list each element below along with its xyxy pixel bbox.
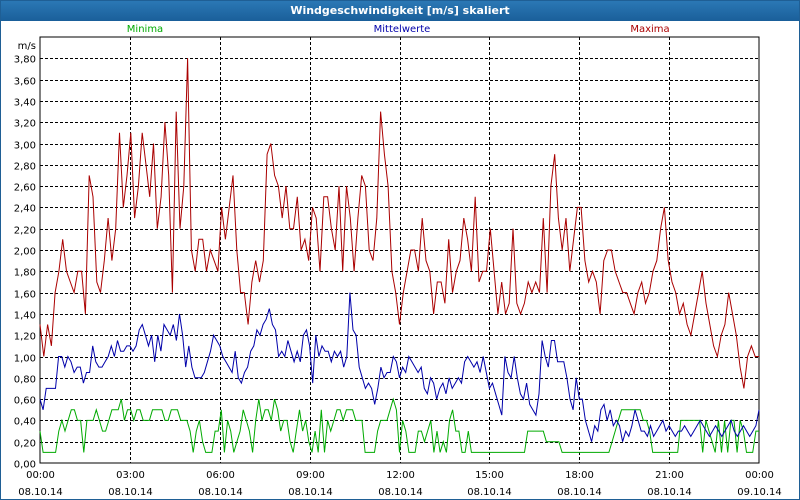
y-tick-label: 3,00 (14, 141, 36, 152)
x-tick-date: 08.10.14 (198, 487, 243, 498)
x-tick-date: 08.10.14 (467, 487, 512, 498)
y-tick-label: 3,60 (14, 77, 36, 88)
y-tick-label: 2,60 (14, 183, 36, 194)
y-axis-unit: m/s (18, 41, 36, 52)
x-tick-time: 18:00 (565, 470, 594, 481)
x-tick-date: 08.10.14 (18, 487, 63, 498)
x-tick-time: 06:00 (206, 470, 235, 481)
legend-minima: Minima (127, 24, 163, 35)
y-tick-label: 1,40 (14, 311, 36, 322)
x-tick-time: 21:00 (655, 470, 684, 481)
y-tick-label: 0,00 (14, 460, 36, 471)
x-tick-time: 12:00 (386, 470, 415, 481)
y-tick-label: 3,80 (14, 55, 36, 66)
x-tick-date: 08.10.14 (288, 487, 333, 498)
y-tick-label: 0,80 (14, 375, 36, 386)
series-line-minima (39, 397, 759, 453)
y-tick-label: 0,60 (14, 396, 36, 407)
x-tick-time: 09:00 (296, 470, 325, 481)
y-tick-label: 1,20 (14, 332, 36, 343)
window-title: Windgeschwindigkeit [m/s] skaliert (1, 1, 799, 21)
y-tick-label: 2,40 (14, 204, 36, 215)
y-tick-label: 0,20 (14, 439, 36, 450)
x-tick-date: 08.10.14 (108, 487, 153, 498)
y-tick-label: 1,00 (14, 354, 36, 365)
x-tick-time: 15:00 (475, 470, 504, 481)
x-tick-time: 03:00 (116, 470, 145, 481)
y-tick-label: 2,80 (14, 162, 36, 173)
y-tick-label: 2,20 (14, 226, 36, 237)
legend-mittelwerte: Mittelwerte (374, 24, 431, 35)
x-tick-date: 08.10.14 (557, 487, 602, 498)
y-tick-label: 0,40 (14, 417, 36, 428)
y-tick-label: 3,20 (14, 119, 36, 130)
y-tick-label: 3,40 (14, 98, 36, 109)
y-tick-label: 1,60 (14, 290, 36, 301)
plot-area (39, 36, 760, 464)
series-line-mittelwerte (39, 292, 760, 442)
y-tick-label: 2,00 (14, 247, 36, 258)
y-tick-label: 1,80 (14, 268, 36, 279)
legend-maxima: Maxima (630, 24, 669, 35)
x-tick-time: 00:00 (26, 470, 55, 481)
series-line-maxima (39, 58, 759, 389)
x-tick-time: 00:00 (745, 470, 774, 481)
x-tick-date: 08.10.14 (647, 487, 692, 498)
x-tick-date: 09.10.14 (737, 487, 782, 498)
x-tick-date: 08.10.14 (378, 487, 423, 498)
